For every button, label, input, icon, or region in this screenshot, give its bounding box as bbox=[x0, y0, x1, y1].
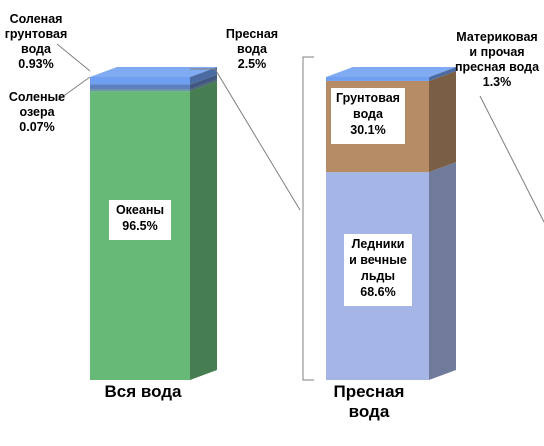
label-glaciers-line-1: Ледники bbox=[352, 237, 405, 251]
bar-1-segment-4-front bbox=[90, 77, 190, 84]
label-fresh-water-line-2: вода bbox=[237, 42, 268, 56]
bar-1-segment-2-front bbox=[90, 89, 190, 91]
label-surface-other-line-1: Материковая bbox=[456, 30, 537, 44]
label-fresh-water: Пресная вода 2.5% bbox=[226, 27, 278, 71]
leader-saline-groundwater bbox=[57, 44, 90, 71]
label-glaciers-line-2: и вечные bbox=[349, 253, 407, 267]
label-surface-other-line-4: 1.3% bbox=[483, 75, 512, 89]
label-fresh-water-line-3: 2.5% bbox=[238, 57, 267, 71]
leader-surface-other bbox=[480, 96, 544, 222]
label-groundwater-line-3: 30.1% bbox=[350, 123, 385, 137]
bar-2-segment-2-side bbox=[429, 71, 456, 172]
bar-1-segment-3-front bbox=[90, 84, 190, 89]
label-oceans-line-1: Океаны bbox=[116, 203, 164, 217]
label-oceans-line-2: 96.5% bbox=[122, 219, 157, 233]
label-saline-groundwater-line-1: Соленая bbox=[10, 12, 63, 26]
category-label-fresh-water-line-1: Пресная bbox=[334, 382, 405, 401]
label-fresh-water-line-1: Пресная bbox=[226, 27, 278, 41]
label-saline-lakes-line-3: 0.07% bbox=[19, 120, 54, 134]
bar-2-segment-3-front bbox=[326, 77, 429, 81]
label-glaciers-line-3: льды bbox=[361, 269, 395, 283]
category-label-all-water: Вся вода bbox=[104, 382, 182, 401]
category-label-fresh-water: Пресная вода bbox=[334, 382, 405, 421]
label-surface-other-line-2: и прочая bbox=[469, 45, 524, 59]
label-saline-groundwater-line-3: вода bbox=[21, 42, 52, 56]
bar-1-segment-1-side bbox=[190, 81, 217, 380]
category-label-all-water-line-1: Вся вода bbox=[104, 382, 182, 401]
bar-2-segment-1-side bbox=[429, 162, 456, 380]
label-glaciers-line-4: 68.6% bbox=[360, 285, 395, 299]
category-label-fresh-water-line-2: вода bbox=[349, 402, 390, 421]
label-saline-lakes: Соленые озера 0.07% bbox=[9, 90, 65, 134]
label-surface-other: Материковая и прочая пресная вода 1.3% bbox=[455, 30, 540, 89]
labels-layer: Соленая грунтовая вода 0.93%Соленые озера 0.0… bbox=[5, 12, 540, 421]
label-saline-lakes-line-1: Соленые bbox=[9, 90, 65, 104]
label-saline-groundwater: Соленая грунтовая вода 0.93% bbox=[5, 12, 68, 71]
label-saline-groundwater-line-4: 0.93% bbox=[18, 57, 53, 71]
label-surface-other-line-3: пресная вода bbox=[455, 60, 540, 74]
label-saline-groundwater-line-2: грунтовая bbox=[5, 27, 68, 41]
label-groundwater-line-1: Грунтовая bbox=[336, 91, 400, 105]
label-saline-lakes-line-2: озера bbox=[19, 105, 55, 119]
freshwater-bracket bbox=[303, 57, 314, 380]
label-groundwater-line-2: вода bbox=[353, 107, 384, 121]
